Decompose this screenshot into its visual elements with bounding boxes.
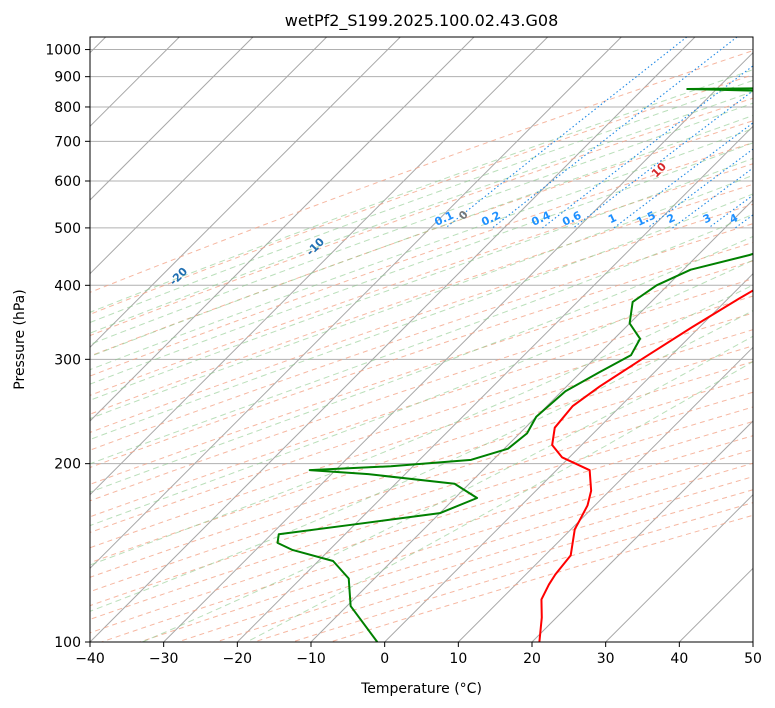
isotherm-line — [90, 37, 328, 275]
isotherm-line — [457, 346, 753, 642]
moist-adiabat — [142, 335, 753, 642]
isotherm-line — [90, 37, 475, 422]
x-tick-label: 30 — [597, 651, 615, 667]
x-tick-label: −20 — [223, 651, 253, 667]
y-tick-label: 900 — [54, 70, 81, 86]
isotherm-line — [163, 51, 753, 642]
dry-adiabat — [90, 50, 753, 293]
x-tick-label: 20 — [523, 651, 541, 667]
x-tick-label: 50 — [744, 651, 762, 667]
moist-adiabat — [90, 114, 753, 358]
mixing-ratio-line — [672, 167, 753, 229]
moist-adiabat — [90, 79, 753, 324]
dry-adiabat — [90, 376, 753, 593]
isotherm-line — [90, 37, 549, 496]
moist-adiabat — [90, 102, 753, 345]
y-tick-label: 800 — [54, 100, 81, 116]
y-tick-label: 400 — [54, 278, 81, 294]
skewed-isotherms — [90, 37, 753, 642]
moist-adiabat — [90, 157, 753, 401]
y-tick-label: 300 — [54, 352, 81, 368]
y-tick-label: 200 — [54, 457, 81, 473]
y-axis-ticks: 100 200 300 400 500 600 700 800 900 1000 — [45, 43, 90, 651]
x-axis-label: Temperature (°C) — [360, 681, 482, 697]
dry-adiabat — [90, 74, 753, 315]
moist-adiabat — [90, 284, 753, 566]
isotherm-line — [90, 37, 622, 570]
x-tick-label: −10 — [296, 651, 326, 667]
moist-adiabat — [90, 174, 753, 420]
y-tick-label: 100 — [54, 635, 81, 651]
dry-adiabat — [90, 391, 753, 607]
y-tick-label: 500 — [54, 221, 81, 237]
isotherm-line — [384, 272, 753, 642]
moist-adiabat — [246, 361, 753, 642]
isotherm-line — [90, 37, 401, 349]
dry-adiabat — [90, 260, 753, 485]
isotherm-line — [236, 125, 753, 642]
mixing-ratio-line — [572, 90, 753, 229]
isotherm-line — [90, 37, 696, 642]
y-axis-label: Pressure (hPa) — [12, 289, 28, 389]
y-tick-label: 600 — [54, 174, 81, 190]
dry-adiabat — [90, 329, 753, 549]
chart-title: wetPf2_S199.2025.100.02.43.G08 — [285, 11, 559, 31]
pressure-gridlines — [90, 49, 753, 642]
moist-adiabats — [90, 69, 753, 642]
y-tick-label: 700 — [54, 134, 81, 150]
x-tick-label: 40 — [670, 651, 688, 667]
isotherm-line — [531, 420, 753, 642]
dry-adiabat — [90, 203, 753, 433]
x-axis-ticks: −40 −30 −20 −10 0 10 20 30 40 50 — [75, 642, 762, 667]
x-tick-label: −40 — [75, 651, 105, 667]
isotherm-line — [605, 493, 753, 642]
x-tick-label: 10 — [449, 651, 467, 667]
sounding-series — [276, 87, 753, 642]
moist-adiabat — [90, 69, 753, 313]
plot-area: 0.10.20.40.611.52346810131620253036-100-… — [90, 37, 753, 642]
dewpoint-line — [276, 87, 753, 642]
temperature-line — [538, 289, 753, 642]
dry-adiabat — [90, 241, 753, 469]
mixing-ratio-line — [492, 37, 738, 229]
x-tick-label: −30 — [149, 651, 179, 667]
moist-adiabat — [90, 128, 753, 371]
x-tick-label: 0 — [380, 651, 389, 667]
mixing-ratio-line — [542, 65, 753, 229]
dry-adiabat — [90, 97, 753, 337]
dry-adiabat — [90, 295, 753, 518]
moist-adiabat — [90, 142, 753, 385]
plot-frame — [89, 36, 754, 643]
dry-adiabat — [90, 163, 753, 396]
dry-adiabat — [90, 142, 753, 377]
dry-adiabat — [90, 183, 753, 415]
y-tick-label: 1000 — [45, 43, 81, 59]
mixing-ratio-lines — [445, 37, 753, 229]
isotherm-line — [90, 37, 254, 201]
dry-adiabats — [90, 50, 753, 642]
moist-adiabat — [90, 213, 753, 465]
